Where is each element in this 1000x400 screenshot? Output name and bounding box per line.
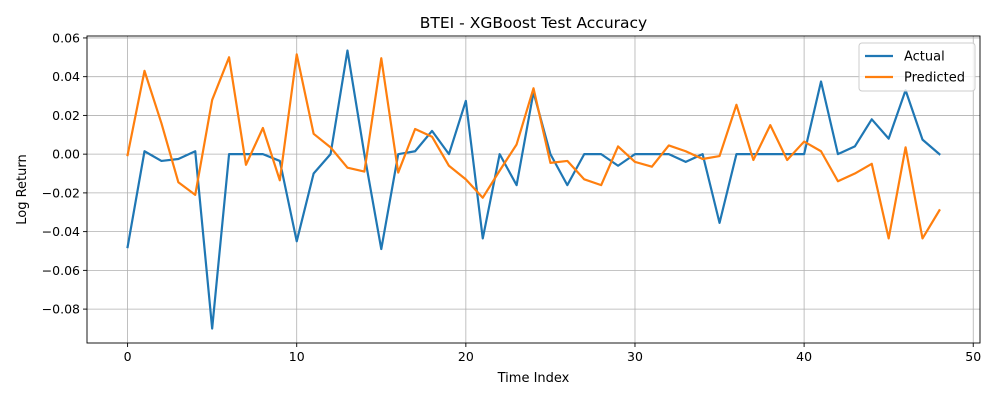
y-tick-label: 0.06 xyxy=(52,30,80,45)
legend-label-predicted: Predicted xyxy=(904,71,965,86)
y-tick-label: −0.06 xyxy=(42,263,80,278)
x-tick-label: 40 xyxy=(796,349,812,364)
legend-label-actual: Actual xyxy=(904,50,945,65)
series-line-predicted xyxy=(126,53,941,240)
grid xyxy=(87,36,980,343)
plot-area-frame xyxy=(86,35,981,344)
y-tick-label: 0.02 xyxy=(52,108,80,123)
y-tick-label: −0.08 xyxy=(42,302,80,317)
x-tick-label: 10 xyxy=(289,349,305,364)
x-tick-label: 20 xyxy=(458,349,474,364)
y-tick-label: 0.04 xyxy=(52,69,80,84)
x-axis-ticks: 0 10 20 30 40 50 xyxy=(124,343,981,364)
x-tick-label: 30 xyxy=(627,349,643,364)
series-group xyxy=(126,49,941,330)
x-tick-label: 50 xyxy=(965,349,981,364)
y-tick-label: −0.04 xyxy=(42,224,80,239)
legend: Actual Predicted xyxy=(858,42,976,92)
x-tick-label: 0 xyxy=(124,349,132,364)
x-axis-title: Time Index xyxy=(497,371,570,386)
y-axis-title: Log Return xyxy=(15,154,30,225)
y-axis-ticks: −0.08 −0.06 −0.04 −0.02 0.00 0.02 0.04 0.06 xyxy=(42,30,87,317)
chart-title: BTEI - XGBoost Test Accuracy xyxy=(420,14,647,32)
y-tick-label: 0.00 xyxy=(52,147,80,162)
y-tick-label: −0.02 xyxy=(42,185,80,200)
